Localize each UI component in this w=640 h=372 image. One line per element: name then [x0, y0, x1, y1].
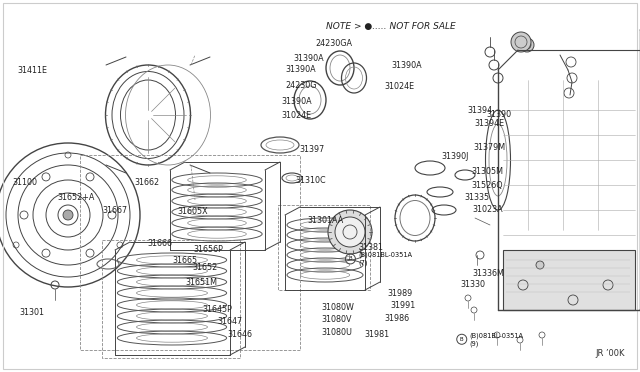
Text: 31411E: 31411E — [18, 66, 48, 75]
Circle shape — [328, 210, 372, 254]
Text: 31662: 31662 — [134, 178, 159, 187]
Text: 31651M: 31651M — [186, 278, 218, 287]
Text: 31646: 31646 — [227, 330, 252, 339]
Text: 31379M: 31379M — [474, 143, 506, 152]
Text: 31605X: 31605X — [178, 207, 209, 216]
Text: 31330: 31330 — [461, 280, 486, 289]
Text: 31301: 31301 — [19, 308, 44, 317]
Text: 24230GA: 24230GA — [315, 39, 352, 48]
Text: 31080W: 31080W — [321, 303, 354, 312]
Text: 31645P: 31645P — [202, 305, 232, 314]
Text: 31647: 31647 — [218, 317, 243, 326]
Text: 31023A: 31023A — [472, 205, 503, 214]
Text: 31652+A: 31652+A — [58, 193, 95, 202]
Text: NOTE > ●..... NOT FOR SALE: NOTE > ●..... NOT FOR SALE — [326, 22, 456, 31]
Text: 31336M: 31336M — [472, 269, 504, 278]
Text: 31080V: 31080V — [321, 315, 352, 324]
Text: 31390: 31390 — [486, 110, 511, 119]
Text: 31989: 31989 — [387, 289, 412, 298]
Text: 31665: 31665 — [173, 256, 198, 265]
Text: 31390A: 31390A — [282, 97, 312, 106]
Text: (B)081BL-0351A
(9): (B)081BL-0351A (9) — [470, 332, 524, 346]
Text: 31335: 31335 — [465, 193, 490, 202]
Text: 31024E: 31024E — [384, 82, 414, 91]
Text: 31390J: 31390J — [442, 153, 469, 161]
Text: 31305M: 31305M — [471, 167, 503, 176]
Text: 31390A: 31390A — [293, 54, 324, 62]
Text: 31526Q: 31526Q — [471, 181, 502, 190]
Bar — [503, 250, 635, 310]
Text: 31381: 31381 — [358, 243, 383, 251]
Circle shape — [63, 210, 73, 220]
Text: 31991: 31991 — [390, 301, 415, 310]
Text: 31656P: 31656P — [193, 245, 223, 254]
Bar — [278, 205, 370, 290]
Bar — [102, 240, 240, 358]
Text: 31310C: 31310C — [296, 176, 326, 185]
Text: 31981: 31981 — [365, 330, 390, 339]
Text: 31100: 31100 — [13, 178, 38, 187]
Text: JR ’00K: JR ’00K — [595, 349, 625, 358]
Text: (B)081BL-0351A
(7): (B)081BL-0351A (7) — [358, 252, 412, 266]
Text: 31390A: 31390A — [392, 61, 422, 70]
Text: 31986: 31986 — [384, 314, 409, 323]
Circle shape — [511, 32, 531, 52]
Text: 31394: 31394 — [467, 106, 492, 115]
Text: 31024E: 31024E — [282, 111, 312, 120]
Text: 31080U: 31080U — [321, 328, 352, 337]
Text: B: B — [460, 337, 463, 342]
Text: 31666: 31666 — [147, 239, 172, 248]
Text: 31394E: 31394E — [475, 119, 505, 128]
Circle shape — [520, 38, 534, 52]
Text: 31667: 31667 — [102, 206, 127, 215]
Circle shape — [536, 261, 544, 269]
Text: 31652: 31652 — [192, 263, 217, 272]
Text: 31301AA: 31301AA — [307, 217, 344, 225]
Text: 31390A: 31390A — [285, 65, 316, 74]
Circle shape — [335, 217, 365, 247]
Text: 24230G: 24230G — [285, 81, 317, 90]
Bar — [80, 155, 300, 350]
Text: B: B — [349, 256, 352, 262]
Text: 31397: 31397 — [300, 145, 324, 154]
